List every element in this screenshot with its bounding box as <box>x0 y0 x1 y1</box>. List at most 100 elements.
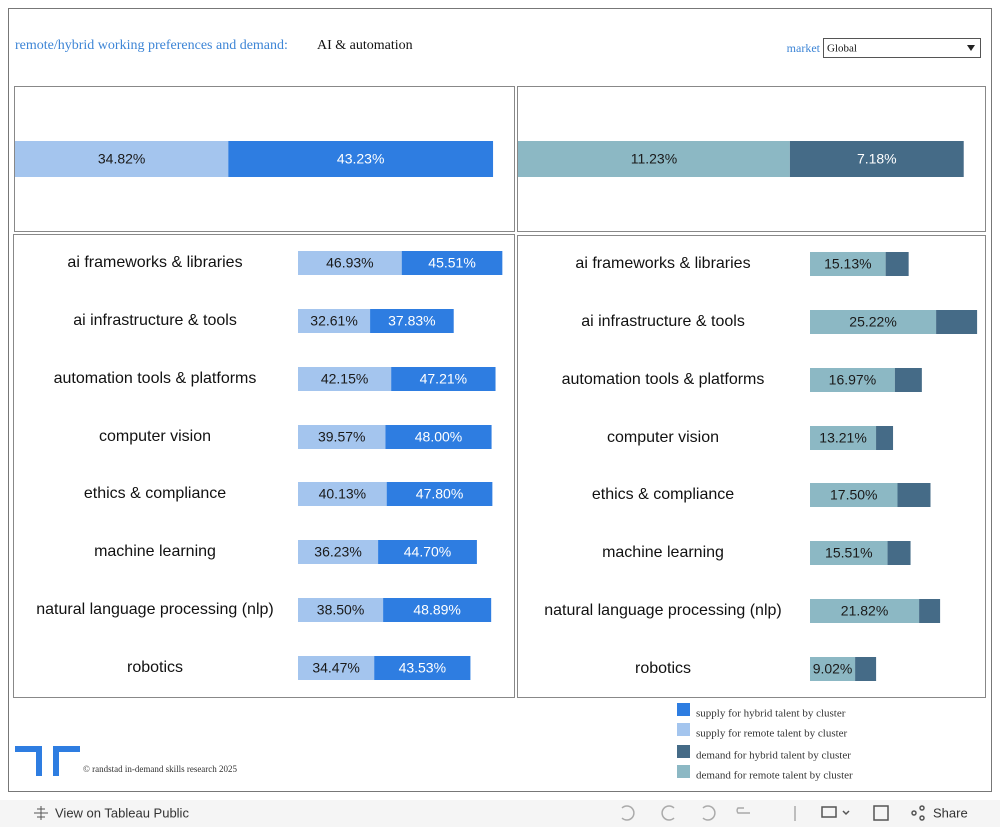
value-label: 36.23% <box>314 544 361 560</box>
value-label: 37.83% <box>388 313 435 329</box>
legend-swatch <box>677 765 690 778</box>
legend-label: supply for hybrid talent by cluster <box>696 708 846 720</box>
bar-segment <box>897 483 931 507</box>
category-label: automation tools & platforms <box>562 371 765 388</box>
panel <box>14 86 515 232</box>
value-label: 7.18% <box>857 151 897 167</box>
value-label: 34.47% <box>312 660 359 676</box>
bar-segment <box>855 657 877 681</box>
category-label: robotics <box>635 660 691 677</box>
legend-swatch <box>677 745 690 758</box>
bar-segment <box>383 598 492 622</box>
value-label: 25.22% <box>849 314 896 330</box>
bar-segment <box>298 540 379 564</box>
value-label: 39.57% <box>318 429 365 445</box>
bar-segment <box>810 426 877 450</box>
toolbar-icons <box>621 805 796 821</box>
bar-segment <box>919 599 941 623</box>
value-label: 44.70% <box>404 544 451 560</box>
category-label: machine learning <box>94 543 216 560</box>
legend-label: demand for hybrid talent by cluster <box>696 750 851 762</box>
category-label: computer vision <box>99 428 211 445</box>
legend-label: supply for remote talent by cluster <box>696 728 848 740</box>
bar-segment <box>876 426 894 450</box>
bar-segment <box>518 141 790 177</box>
category-label: natural language processing (nlp) <box>544 602 781 619</box>
bar-segment <box>385 425 492 449</box>
panel <box>13 234 515 698</box>
bar-segment <box>810 599 920 623</box>
value-label: 48.00% <box>415 429 462 445</box>
bar-segment <box>810 310 937 334</box>
filter-label: market <box>787 41 821 55</box>
credit: © randstad in-demand skills research 202… <box>83 764 238 774</box>
value-label: 15.13% <box>824 256 871 272</box>
category-label: ai infrastructure & tools <box>73 312 237 329</box>
category-label: computer vision <box>607 429 719 446</box>
value-label: 38.50% <box>317 602 364 618</box>
bar-segment <box>378 540 477 564</box>
value-label: 21.82% <box>841 603 888 619</box>
value-label: 43.23% <box>337 151 384 167</box>
value-label: 47.80% <box>416 486 463 502</box>
filter-dropdown[interactable] <box>823 38 981 58</box>
value-label: 17.50% <box>830 487 877 503</box>
subtitle: AI & automation <box>317 38 413 53</box>
panel <box>517 235 986 698</box>
value-label: 43.53% <box>399 660 446 676</box>
bar-segment <box>298 482 387 506</box>
bar-segment <box>298 251 402 275</box>
bar-segment <box>894 368 922 392</box>
bar-segment <box>374 656 471 680</box>
bar-segment <box>885 252 909 276</box>
value-label: 45.51% <box>428 255 475 271</box>
bar-segment <box>370 309 454 333</box>
bar-segment <box>887 541 911 565</box>
category-label: ethics & compliance <box>84 485 226 502</box>
value-label: 11.23% <box>631 151 677 167</box>
bar-segment <box>298 309 371 333</box>
category-label: machine learning <box>602 544 724 561</box>
bar-segment <box>386 482 493 506</box>
category-label: automation tools & platforms <box>54 370 257 387</box>
bar-segment <box>810 368 895 392</box>
bar-segment <box>810 483 898 507</box>
dropdown-arrow <box>967 45 975 51</box>
value-label: 16.97% <box>829 372 876 388</box>
category-label: ai infrastructure & tools <box>581 313 745 330</box>
title: remote/hybrid working preferences and de… <box>15 38 288 53</box>
value-label: 9.02% <box>813 661 853 677</box>
value-label: 34.82% <box>98 151 145 167</box>
value-label: 48.89% <box>413 602 460 618</box>
bar-segment <box>298 656 375 680</box>
bar-segment <box>298 598 384 622</box>
legend-label: demand for remote talent by cluster <box>696 770 853 782</box>
legend-swatch <box>677 723 690 736</box>
bar-segment <box>810 541 888 565</box>
bar-segment <box>936 310 978 334</box>
bar-segment <box>391 367 496 391</box>
legend-swatch <box>677 703 690 716</box>
value-label: 15.51% <box>825 545 872 561</box>
bar-segment <box>810 657 856 681</box>
filter-value: Global <box>827 43 857 55</box>
toolbar <box>0 800 1000 827</box>
share-button[interactable]: Share <box>933 805 968 820</box>
toolbar-actions[interactable] <box>821 805 925 821</box>
value-label: 42.15% <box>321 371 368 387</box>
bar-segment <box>789 141 964 177</box>
category-label: natural language processing (nlp) <box>36 601 273 618</box>
category-label: ai frameworks & libraries <box>67 254 242 271</box>
panel <box>517 86 986 232</box>
view-link[interactable]: View on Tableau Public <box>55 805 189 820</box>
category-label: ethics & compliance <box>592 486 734 503</box>
value-label: 13.21% <box>819 430 866 446</box>
logo <box>15 746 80 776</box>
value-label: 46.93% <box>326 255 373 271</box>
category-label: robotics <box>127 659 183 676</box>
bar-segment <box>298 367 392 391</box>
bar-segment <box>15 141 229 177</box>
bar-segment <box>228 141 494 177</box>
category-label: ai frameworks & libraries <box>575 255 750 272</box>
